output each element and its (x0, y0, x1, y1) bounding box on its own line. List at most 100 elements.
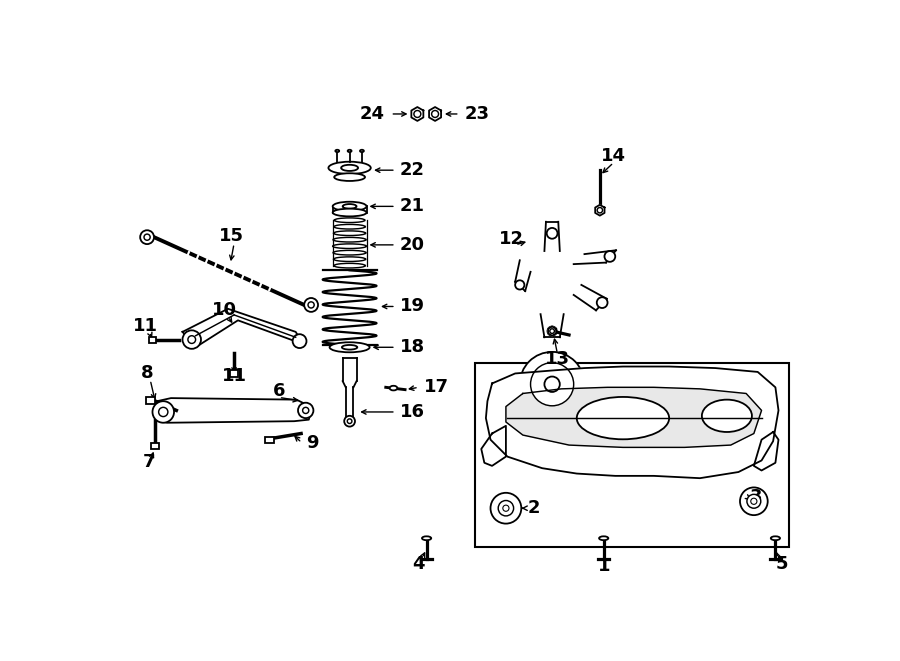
Circle shape (546, 228, 557, 239)
Circle shape (292, 334, 307, 348)
Circle shape (740, 487, 768, 515)
Ellipse shape (328, 162, 371, 174)
Polygon shape (506, 387, 761, 447)
Circle shape (597, 297, 608, 308)
Text: 12: 12 (499, 230, 524, 248)
FancyBboxPatch shape (265, 437, 274, 443)
FancyBboxPatch shape (146, 397, 155, 405)
Ellipse shape (342, 345, 357, 350)
Circle shape (747, 494, 760, 508)
Ellipse shape (333, 237, 366, 242)
Ellipse shape (333, 251, 366, 255)
Circle shape (520, 352, 584, 416)
Text: 9: 9 (306, 434, 319, 451)
Ellipse shape (334, 263, 365, 268)
Text: 20: 20 (400, 236, 425, 254)
Polygon shape (515, 260, 530, 291)
Ellipse shape (333, 202, 366, 211)
Circle shape (302, 407, 309, 414)
Ellipse shape (343, 204, 356, 209)
Ellipse shape (333, 244, 366, 249)
Circle shape (158, 407, 168, 416)
Polygon shape (156, 398, 312, 423)
Ellipse shape (333, 209, 366, 216)
Polygon shape (573, 251, 616, 264)
Ellipse shape (341, 165, 358, 171)
Text: 5: 5 (775, 555, 788, 572)
Text: 22: 22 (400, 161, 425, 179)
Ellipse shape (770, 536, 780, 540)
FancyBboxPatch shape (230, 370, 238, 377)
Text: 1: 1 (598, 557, 610, 575)
Circle shape (530, 363, 573, 406)
Circle shape (544, 377, 560, 392)
Text: 7: 7 (142, 453, 155, 471)
Circle shape (183, 330, 201, 349)
Circle shape (298, 403, 313, 418)
Ellipse shape (347, 150, 352, 152)
Text: 8: 8 (140, 364, 153, 383)
Polygon shape (429, 107, 441, 121)
Text: 3: 3 (750, 488, 762, 506)
Ellipse shape (333, 257, 365, 262)
Text: 6: 6 (273, 382, 285, 400)
Circle shape (499, 500, 514, 516)
Polygon shape (541, 314, 563, 337)
Polygon shape (183, 309, 303, 347)
Text: 11: 11 (133, 317, 158, 334)
Ellipse shape (333, 231, 365, 235)
Circle shape (344, 416, 355, 426)
Circle shape (347, 419, 352, 424)
Ellipse shape (360, 150, 364, 152)
Polygon shape (486, 367, 778, 478)
Polygon shape (411, 107, 423, 121)
Text: 14: 14 (601, 147, 626, 165)
Polygon shape (754, 432, 778, 471)
Circle shape (304, 298, 318, 312)
Ellipse shape (599, 536, 608, 540)
Text: 18: 18 (400, 338, 425, 356)
Polygon shape (573, 285, 607, 310)
Text: 17: 17 (424, 378, 449, 397)
Ellipse shape (422, 536, 431, 540)
Ellipse shape (334, 218, 365, 223)
Text: 4: 4 (412, 555, 425, 572)
Circle shape (144, 234, 150, 240)
Bar (475, 363, 789, 547)
Ellipse shape (577, 397, 670, 440)
Text: 13: 13 (545, 350, 570, 368)
FancyBboxPatch shape (151, 443, 158, 449)
Text: 10: 10 (212, 301, 238, 319)
Circle shape (515, 280, 525, 290)
Circle shape (152, 401, 174, 423)
Circle shape (547, 327, 557, 336)
Text: 19: 19 (400, 297, 425, 315)
Text: 23: 23 (465, 105, 491, 123)
Text: 16: 16 (400, 403, 425, 421)
Circle shape (188, 336, 195, 344)
Circle shape (605, 251, 616, 262)
Circle shape (308, 302, 314, 308)
Circle shape (503, 505, 509, 512)
Polygon shape (544, 222, 560, 251)
Polygon shape (482, 426, 506, 466)
Text: 11: 11 (221, 367, 247, 385)
Text: 15: 15 (220, 227, 244, 245)
Circle shape (751, 498, 757, 504)
Circle shape (491, 493, 521, 524)
FancyBboxPatch shape (148, 336, 157, 342)
Ellipse shape (390, 386, 397, 391)
Ellipse shape (336, 150, 339, 152)
Circle shape (550, 329, 554, 333)
Polygon shape (595, 205, 605, 215)
Circle shape (432, 110, 438, 118)
Ellipse shape (329, 342, 370, 352)
Ellipse shape (334, 225, 365, 229)
Circle shape (414, 110, 421, 118)
Circle shape (598, 208, 602, 213)
Ellipse shape (334, 173, 365, 181)
Text: 2: 2 (527, 499, 540, 517)
Circle shape (140, 230, 154, 244)
Ellipse shape (702, 400, 752, 432)
Polygon shape (548, 327, 556, 336)
